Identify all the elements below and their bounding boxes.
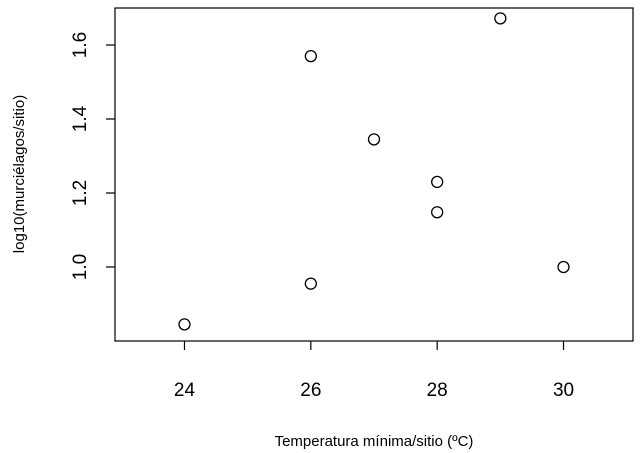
y-tick-label: 1.2: [70, 180, 91, 206]
data-point: [367, 133, 381, 146]
data-point: [431, 206, 444, 219]
data-point: [557, 260, 570, 274]
x-axis: 24 26 28 30: [174, 341, 574, 401]
x-tick-label: 24: [174, 380, 196, 401]
data-point: [304, 277, 317, 290]
data-point: [304, 49, 317, 63]
plot-frame: [114, 7, 634, 342]
y-tick-label: 1.4: [70, 105, 91, 132]
data-point: [431, 175, 444, 189]
y-tick-label: 1.0: [70, 254, 91, 280]
y-tick-label: 1.6: [70, 32, 91, 58]
y-axis-label: log10(murciélagos/sitio): [11, 95, 28, 253]
x-axis-label: Temperatura mínima/sitio (ºC): [275, 433, 474, 450]
y-axis: 1.0 1.2 1.4 1.6: [70, 32, 115, 280]
data-point: [494, 12, 507, 25]
x-tick-label: 30: [553, 380, 574, 401]
data-point: [178, 318, 191, 331]
x-tick-label: 28: [427, 380, 448, 401]
data-points: [178, 12, 570, 331]
x-tick-label: 26: [300, 380, 321, 401]
